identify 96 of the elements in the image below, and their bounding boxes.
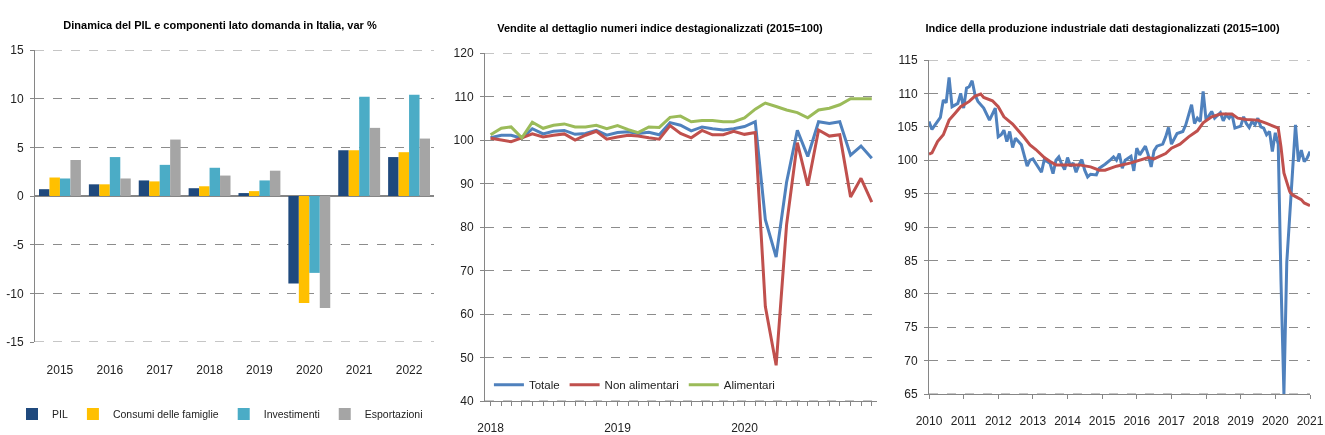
legend-label: Non alimentari — [604, 379, 679, 392]
bar — [348, 150, 360, 196]
bar — [49, 177, 60, 196]
bar — [319, 196, 331, 308]
bar — [359, 96, 370, 196]
x-tick-label: 2015 — [1088, 414, 1116, 429]
bar — [409, 94, 420, 196]
bar — [338, 150, 349, 196]
chart-title: Vendite al dettaglio numeri indice destagionalizzati (2015=100) — [497, 21, 824, 34]
bar — [259, 180, 270, 196]
y-tick-label: 5 — [16, 140, 24, 155]
y-tick-label: 110 — [454, 89, 474, 104]
bar — [88, 184, 100, 196]
y-tick-label: 110 — [898, 86, 918, 101]
y-tick-label: 90 — [904, 220, 918, 235]
x-tick-label: 2013 — [1019, 414, 1047, 429]
y-tick-label: 120 — [453, 46, 474, 61]
bar — [209, 167, 221, 196]
y-tick-label: 60 — [460, 307, 474, 322]
x-tick-label: 2018 — [1192, 414, 1220, 429]
x-tick-label: 2016 — [96, 363, 124, 377]
bar — [149, 181, 160, 196]
x-tick-label: 2020 — [1261, 414, 1289, 429]
y-tick-label: 100 — [453, 133, 474, 148]
x-tick-label: 2021 — [1296, 414, 1324, 429]
line-series — [489, 124, 874, 367]
y-tick-label: 50 — [460, 350, 474, 365]
y-tick-label: 95 — [904, 186, 918, 201]
chart-title: Dinamica del PIL e componenti lato domanda in Italia, var % — [63, 18, 377, 31]
bar — [199, 186, 210, 196]
legend-label: Investimenti — [263, 408, 320, 421]
bar — [159, 164, 171, 196]
x-tick-label: 2016 — [1123, 414, 1151, 429]
x-tick-label: 2011 — [950, 414, 977, 429]
bar — [238, 193, 249, 196]
y-tick-label: 65 — [904, 387, 918, 402]
bar — [398, 152, 410, 196]
y-tick-label: 90 — [460, 176, 474, 191]
bar — [170, 139, 181, 196]
legend-label: Esportazioni — [364, 408, 423, 421]
y-tick-label: 115 — [898, 53, 918, 68]
bar — [288, 196, 299, 284]
x-tick-label: 2020 — [731, 421, 759, 435]
bar — [388, 157, 399, 196]
x-tick-label: 2014 — [1054, 414, 1082, 429]
y-tick-label: 10 — [10, 91, 24, 106]
bar — [38, 189, 50, 196]
y-tick-label: 85 — [904, 253, 918, 268]
bar — [220, 175, 231, 196]
x-tick-label: 2012 — [984, 414, 1012, 429]
y-tick-label: 100 — [897, 153, 918, 168]
x-tick-label: 2020 — [295, 363, 323, 377]
bar — [369, 127, 381, 196]
bar — [298, 196, 310, 304]
bar — [70, 159, 81, 196]
y-tick-label: -15 — [6, 335, 24, 350]
line-series — [489, 97, 874, 140]
y-tick-label: 80 — [904, 287, 918, 301]
bar — [309, 196, 320, 273]
y-tick-label: -10 — [6, 286, 24, 301]
x-tick-label: 2018 — [196, 363, 224, 377]
x-tick-label: 2017 — [1158, 414, 1186, 429]
x-tick-label: 2010 — [915, 414, 943, 429]
bar — [138, 180, 150, 196]
y-tick-label: 40 — [460, 394, 474, 409]
line-series — [929, 92, 1310, 208]
y-tick-label: 70 — [904, 353, 918, 368]
bar — [419, 138, 431, 196]
y-tick-label: 15 — [10, 43, 24, 58]
bar — [120, 178, 131, 196]
legend-label: Consumi delle famiglie — [112, 408, 219, 421]
legend-label: PIL — [52, 408, 68, 421]
y-tick-label: 80 — [460, 220, 474, 235]
bar — [59, 178, 71, 196]
legend-label: Totale — [528, 379, 560, 392]
bar — [99, 184, 110, 196]
bar — [188, 188, 200, 196]
bar — [269, 170, 281, 196]
y-tick-label: -5 — [12, 237, 24, 252]
bar — [248, 191, 260, 196]
x-tick-label: 2022 — [395, 363, 423, 377]
chart-title: Indice della produzione industriale dati destagionalizzati (2015=100) — [925, 21, 1280, 34]
bar — [109, 157, 121, 196]
x-tick-label: 2019 — [1227, 414, 1255, 429]
legend-label: Alimentari — [723, 379, 775, 392]
x-tick-label: 2021 — [345, 363, 373, 377]
y-tick-label: 105 — [897, 120, 918, 134]
y-tick-label: 0 — [16, 189, 24, 204]
y-tick-label: 75 — [904, 320, 918, 335]
y-tick-label: 70 — [460, 263, 474, 278]
x-tick-label: 2018 — [477, 421, 505, 435]
x-tick-label: 2019 — [604, 421, 632, 435]
x-tick-label: 2019 — [246, 363, 274, 377]
x-tick-label: 2017 — [146, 363, 174, 377]
line-series — [489, 120, 874, 259]
x-tick-label: 2015 — [46, 363, 74, 377]
